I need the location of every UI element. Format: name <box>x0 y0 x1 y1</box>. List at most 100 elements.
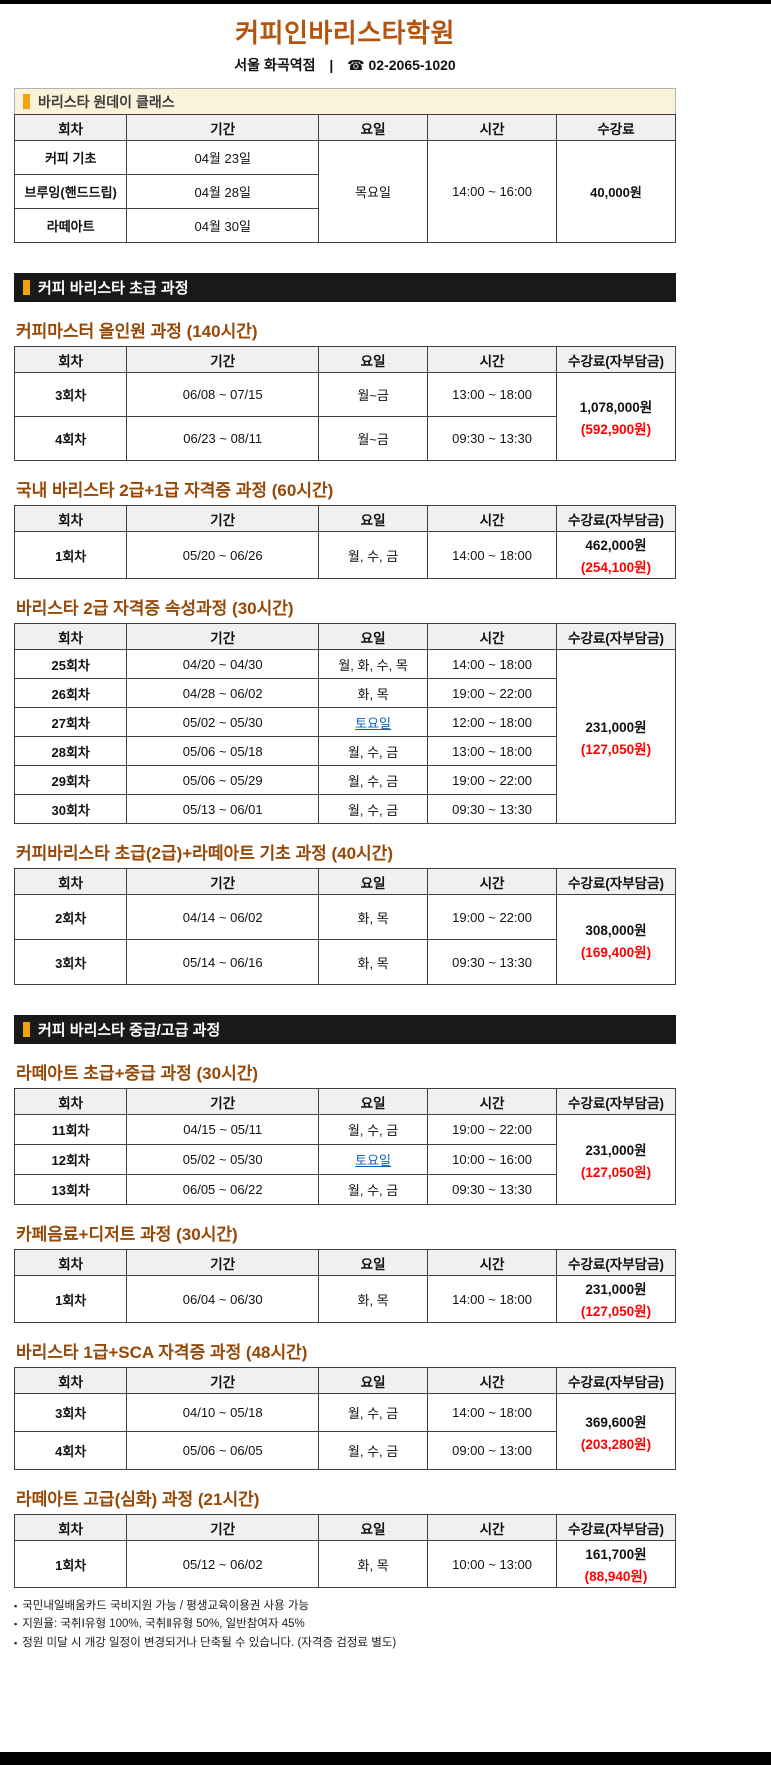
class-name-cell: 브루잉(핸드드립) <box>13 174 128 209</box>
col-fee: 수강료(자부담금) <box>556 1249 676 1276</box>
period-cell: 04월 23일 <box>126 140 320 175</box>
bullet-icon: ▪ <box>14 1619 18 1630</box>
col-period: 기간 <box>126 1367 320 1394</box>
col-day: 요일 <box>318 1514 429 1541</box>
fee-cell: 308,000원 (169,400원) <box>556 894 676 985</box>
col-day: 요일 <box>318 1367 429 1394</box>
course-row: 3회차 05/14 ~ 06/16 화, 목 09:30 ~ 13:30 <box>13 939 676 985</box>
round-cell: 26회차 <box>13 678 128 708</box>
col-fee: 수강료(자부담금) <box>556 1514 676 1541</box>
fee-copay: (592,900원) <box>580 421 652 437</box>
bottom-border <box>0 1752 771 1765</box>
section-bar-label: 커피 바리스타 중급/고급 과정 <box>38 1022 221 1039</box>
col-time: 시간 <box>427 505 557 532</box>
round-cell: 1회차 <box>13 1540 128 1588</box>
table-header-row: 회차 기간 요일 시간 수강료(자부담금) <box>13 1249 676 1276</box>
period-cell: 05/06 ~ 05/29 <box>126 765 320 795</box>
day-cell: 월, 화, 수, 목 <box>318 649 429 679</box>
time-cell: 19:00 ~ 22:00 <box>427 1114 557 1145</box>
time-cell: 09:30 ~ 13:30 <box>427 1174 557 1205</box>
fee-copay: (127,050원) <box>580 1164 652 1180</box>
round-cell: 1회차 <box>13 531 128 579</box>
col-time: 시간 <box>427 868 557 895</box>
course-title-allinone: 커피마스터 올인원 과정 (140시간) <box>16 322 258 341</box>
col-fee: 수강료(자부담금) <box>556 623 676 650</box>
table-header-row: 회차 기간 요일 시간 수강료(자부담금) <box>13 346 676 373</box>
course-table-basic-latteart: 회차 기간 요일 시간 수강료(자부담금) 2회차 04/14 ~ 06/02 화,… <box>13 868 676 985</box>
col-time: 시간 <box>427 1088 557 1115</box>
time-cell: 14:00 ~ 18:00 <box>427 1393 557 1432</box>
day-cell: 화, 목 <box>318 939 429 985</box>
time-cell: 09:30 ~ 13:30 <box>427 416 557 461</box>
day-cell: 화, 목 <box>318 1275 429 1323</box>
fee-price: 231,000원 <box>585 719 647 735</box>
day-cell: 월~금 <box>318 372 429 417</box>
course-table-level2-intensive: 회차 기간 요일 시간 수강료(자부담금) 25회차 04/20 ~ 04/30 월… <box>13 623 676 824</box>
fee-copay: (127,050원) <box>580 1304 652 1319</box>
course-table-latteart-mid: 회차 기간 요일 시간 수강료(자부담금) 11회차 04/15 ~ 05/11 월… <box>13 1088 676 1205</box>
time-cell: 19:00 ~ 22:00 <box>427 765 557 795</box>
col-time: 시간 <box>427 1249 557 1276</box>
round-cell: 4회차 <box>13 416 128 461</box>
course-title-basic-latteart: 커피바리스타 초급(2급)+라떼아트 기초 과정 (40시간) <box>16 844 393 863</box>
course-title-latteart-advanced: 라떼아트 고급(심화) 과정 (21시간) <box>16 1490 260 1509</box>
round-cell: 29회차 <box>13 765 128 795</box>
course-table-level1-sca: 회차 기간 요일 시간 수강료(자부담금) 3회차 04/10 ~ 05/18 월,… <box>13 1367 676 1470</box>
footnotes: ▪ 국민내일배움카드 국비지원 가능 / 평생교육이용권 사용 가능 ▪ 지원율… <box>14 1597 676 1652</box>
col-day: 요일 <box>318 1088 429 1115</box>
round-cell: 4회차 <box>13 1431 128 1470</box>
time-cell: 13:00 ~ 18:00 <box>427 372 557 417</box>
time-cell: 13:00 ~ 18:00 <box>427 736 557 766</box>
oneday-row: 브루잉(핸드드립) 04월 28일 <box>13 174 676 209</box>
footnote-text: 정원 미달 시 개강 일정이 변경되거나 단축될 수 있습니다. (자격증 검정… <box>22 1636 397 1649</box>
col-fee: 수강료(자부담금) <box>556 1367 676 1394</box>
time-cell: 14:00 ~ 18:00 <box>427 1275 557 1323</box>
course-row: 2회차 04/14 ~ 06/02 화, 목 19:00 ~ 22:00 308,000… <box>13 894 676 985</box>
class-name-cell: 커피 기초 <box>13 140 128 175</box>
fee-cell: 40,000원 <box>556 140 676 243</box>
saturday-link[interactable]: 토요일 <box>355 1153 392 1168</box>
period-cell: 04월 28일 <box>126 174 320 209</box>
content: 커피인바리스타학원 서울 화곡역점 | ☎ 02-2065-1020 바리스타 … <box>13 4 676 1652</box>
day-cell: 화, 목 <box>318 678 429 708</box>
course-row: 3회차 06/08 ~ 07/15 월~금 13:00 ~ 18:00 1,078,00… <box>13 372 676 461</box>
course-row: 4회차 05/06 ~ 06/05 월, 수, 금 09:00 ~ 13:00 <box>13 1431 676 1470</box>
day-cell: 월, 수, 금 <box>318 736 429 766</box>
period-cell: 05/14 ~ 06/16 <box>126 939 320 985</box>
fee-price: 231,000원 <box>585 1142 647 1158</box>
fee-cell: 1,078,000원 (592,900원) <box>556 372 676 461</box>
bullet-icon: ▪ <box>14 1601 18 1611</box>
col-day: 요일 <box>318 623 429 650</box>
col-fee: 수강료(자부담금) <box>556 868 676 895</box>
oneday-table: 회차 기간 요일 시간 수강료 커피 기초 04월 23일 목요일 14:00 … <box>13 114 676 243</box>
course-row: 26회차 04/28 ~ 06/02 화, 목 19:00 ~ 22:00 <box>13 678 676 708</box>
section-header-oneday: 바리스타 원데이 클래스 <box>14 88 676 114</box>
round-cell: 12회차 <box>13 1144 128 1175</box>
period-cell: 06/23 ~ 08/11 <box>126 416 320 461</box>
col-round: 회차 <box>13 346 128 373</box>
course-table-latteart-advanced: 회차 기간 요일 시간 수강료(자부담금) 1회차 05/12 ~ 06/02 화,… <box>13 1514 676 1588</box>
time-cell: 19:00 ~ 22:00 <box>427 894 557 940</box>
fee-price: 231,000원 <box>585 1282 647 1297</box>
course-row: 13회차 06/05 ~ 06/22 월, 수, 금 09:30 ~ 13:30 <box>13 1174 676 1205</box>
saturday-link[interactable]: 토요일 <box>355 715 392 731</box>
time-cell: 12:00 ~ 18:00 <box>427 707 557 737</box>
course-title-level2plus1: 국내 바리스타 2급+1급 자격증 과정 (60시간) <box>16 481 334 500</box>
footnote-line: ▪ 지원율: 국취Ⅰ유형 100%, 국취Ⅱ유형 50%, 일반참여자 45% <box>14 1615 676 1633</box>
period-cell: 04/20 ~ 04/30 <box>126 649 320 679</box>
course-row: 30회차 05/13 ~ 06/01 월, 수, 금 09:30 ~ 13:30 <box>13 794 676 824</box>
time-cell: 09:00 ~ 13:00 <box>427 1431 557 1470</box>
period-cell: 05/02 ~ 05/30 <box>126 707 320 737</box>
round-cell: 11회차 <box>13 1114 128 1145</box>
col-period: 기간 <box>126 623 320 650</box>
round-cell: 3회차 <box>13 1393 128 1432</box>
day-cell: 월, 수, 금 <box>318 1174 429 1205</box>
period-cell: 05/20 ~ 06/26 <box>126 531 320 579</box>
period-cell: 05/06 ~ 05/18 <box>126 736 320 766</box>
section-marker-icon <box>23 280 30 295</box>
day-cell: 토요일 <box>318 1144 429 1175</box>
top-border <box>0 0 771 4</box>
course-row: 27회차 05/02 ~ 05/30 토요일 12:00 ~ 18:00 <box>13 707 676 737</box>
course-row: 1회차 05/12 ~ 06/02 화, 목 10:00 ~ 13:00 161,700… <box>13 1540 676 1588</box>
table-header-row: 회차 기간 요일 시간 수강료(자부담금) <box>13 623 676 650</box>
